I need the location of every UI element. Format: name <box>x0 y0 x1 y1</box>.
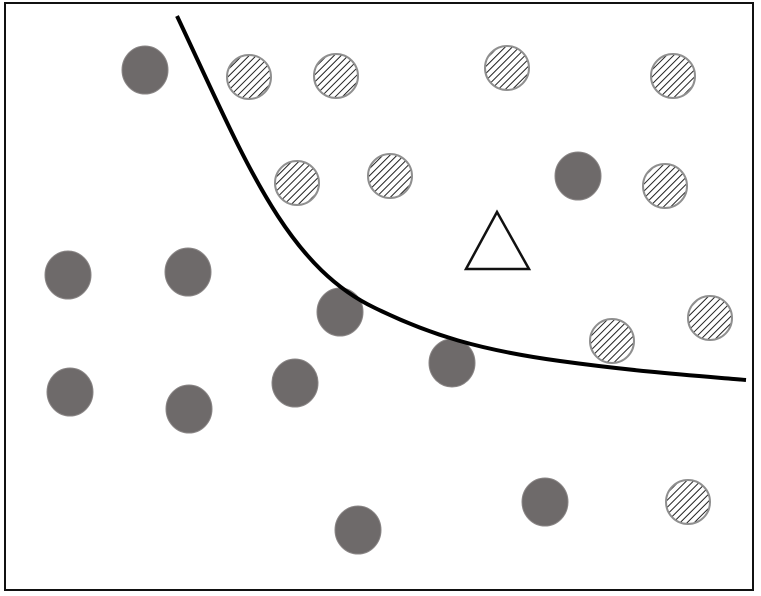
filled-point <box>521 477 569 527</box>
filled-point <box>271 358 319 408</box>
hatched-point <box>665 479 711 525</box>
hatched-point <box>313 53 359 99</box>
filled-point <box>316 287 364 337</box>
filled-point <box>165 384 213 434</box>
filled-point <box>554 151 602 201</box>
filled-point <box>46 367 94 417</box>
hatched-point <box>687 295 733 341</box>
hatched-point <box>367 153 413 199</box>
filled-point <box>334 505 382 555</box>
filled-points <box>44 45 602 555</box>
hatched-point <box>589 318 635 364</box>
filled-point <box>121 45 169 95</box>
filled-point <box>164 247 212 297</box>
decision-boundary <box>175 15 747 382</box>
hatched-point <box>274 160 320 206</box>
query-triangle <box>463 209 532 271</box>
hatched-points <box>226 45 733 525</box>
hatched-point <box>642 163 688 209</box>
filled-point <box>44 250 92 300</box>
hatched-point <box>484 45 530 91</box>
filled-point <box>428 338 476 388</box>
hatched-point <box>226 54 272 100</box>
frame <box>4 2 754 591</box>
hatched-point <box>650 53 696 99</box>
